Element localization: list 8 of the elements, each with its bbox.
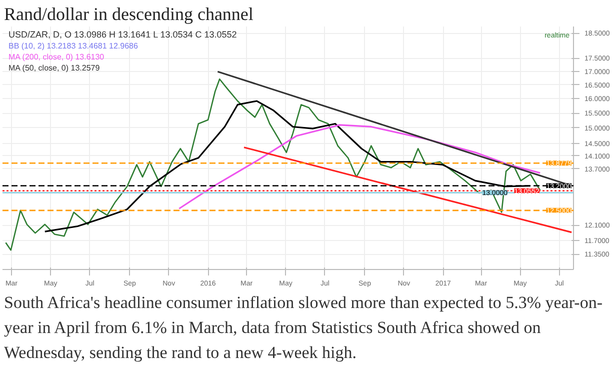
annotation: USD/ZAR, D, O 13.0986 H 13.1641 L 13.0534 C 13.0552 <box>8 30 237 40</box>
annotation: BB (10, 2) 13.2183 13.4681 12.9686 <box>8 42 138 50</box>
annotation: MA (50, close, 0) 13.2579 <box>8 64 100 72</box>
annotation: MA (200, close, 0) 13.6130 <box>8 52 105 62</box>
chart-title: Rand/dollar in descending channel <box>4 3 254 26</box>
line-series <box>5 78 541 251</box>
line-series <box>178 124 541 210</box>
text: South Africa's headline consumer inflation slowed more than expected to 5.3% year-on-year in April from 6.1% in March, data from Statistics South Africa showed on Wednesday, sending the rand to a new 4-week high. <box>4 292 604 364</box>
